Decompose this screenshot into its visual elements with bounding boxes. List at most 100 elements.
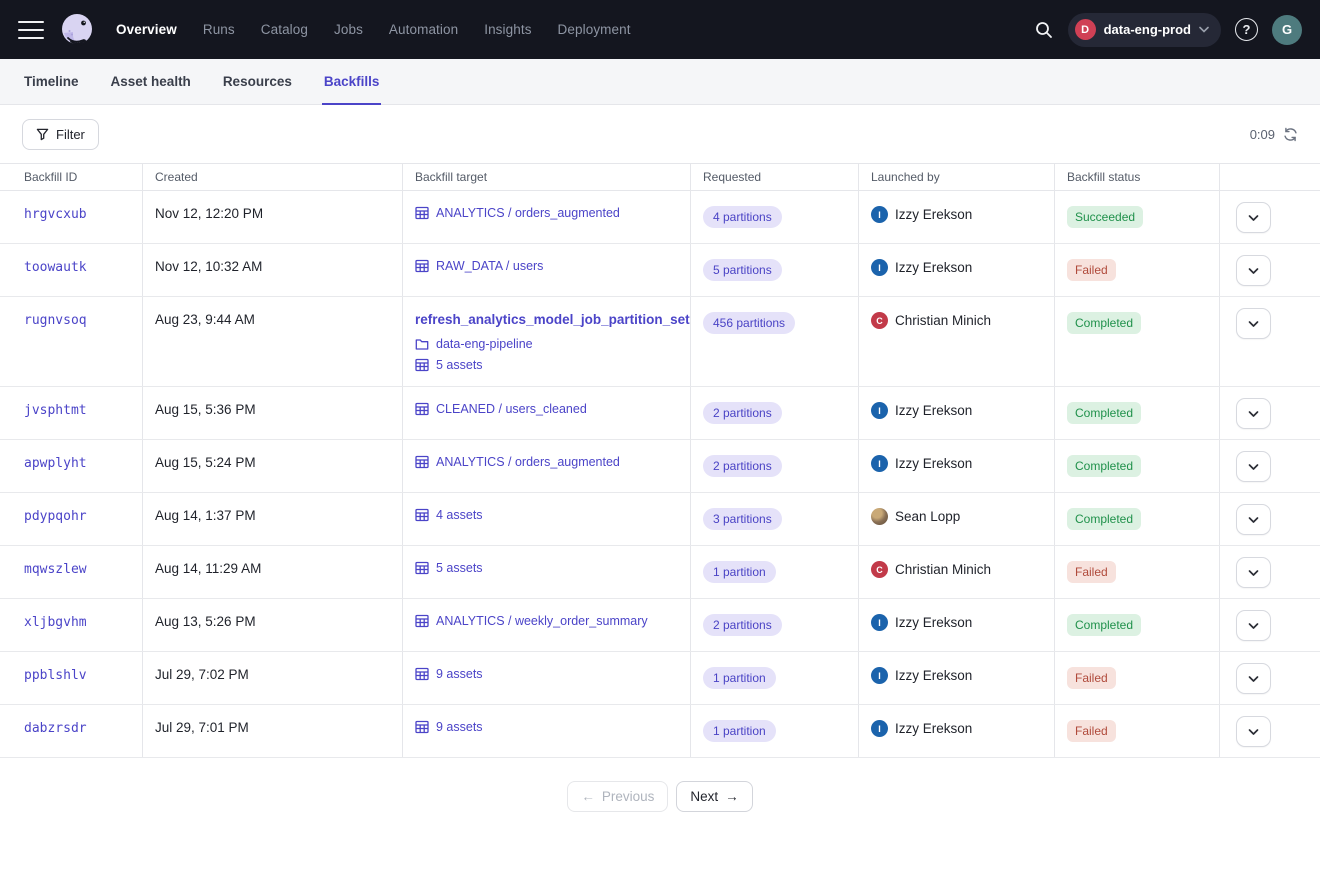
search-icon[interactable] bbox=[1034, 20, 1054, 40]
workspace-switcher[interactable]: D data-eng-prod bbox=[1068, 13, 1221, 47]
backfill-id-link[interactable]: hrgvcxub bbox=[24, 207, 87, 222]
tab-timeline[interactable]: Timeline bbox=[22, 59, 81, 104]
target-line: 5 assets bbox=[415, 561, 678, 575]
nav-item-insights[interactable]: Insights bbox=[484, 22, 531, 37]
workspace-name: data-eng-prod bbox=[1104, 22, 1191, 37]
refresh-icon[interactable] bbox=[1283, 127, 1298, 142]
backfill-id-link[interactable]: xljbgvhm bbox=[24, 615, 87, 630]
asset-link[interactable]: ANALYTICS / weekly_order_summary bbox=[436, 614, 648, 628]
row-menu-button[interactable] bbox=[1236, 504, 1271, 535]
backfill-id-link[interactable]: rugnvsoq bbox=[24, 313, 87, 328]
asset-link[interactable]: RAW_DATA / users bbox=[436, 259, 543, 273]
asset-link[interactable]: ANALYTICS / orders_augmented bbox=[436, 206, 620, 220]
created-cell: Nov 12, 12:20 PM bbox=[143, 191, 403, 243]
requested-cell: 1 partition bbox=[691, 705, 859, 757]
dagster-logo-icon[interactable] bbox=[58, 11, 96, 49]
nav-item-jobs[interactable]: Jobs bbox=[334, 22, 363, 37]
row-actions-cell bbox=[1220, 599, 1320, 651]
launched-by-cell: IIzzy Erekson bbox=[859, 599, 1055, 651]
filter-button[interactable]: Filter bbox=[22, 119, 99, 150]
row-menu-button[interactable] bbox=[1236, 255, 1271, 286]
backfill-id-cell: apwplyht bbox=[0, 440, 143, 492]
backfill-id-link[interactable]: dabzrsdr bbox=[24, 721, 87, 736]
asset-link[interactable]: CLEANED / users_cleaned bbox=[436, 402, 587, 416]
nav-item-deployment[interactable]: Deployment bbox=[558, 22, 631, 37]
launcher-name: Izzy Erekson bbox=[895, 668, 972, 683]
asset-link[interactable]: 9 assets bbox=[436, 667, 483, 681]
row-actions-cell bbox=[1220, 493, 1320, 545]
row-menu-button[interactable] bbox=[1236, 398, 1271, 429]
partitions-badge: 1 partition bbox=[703, 561, 776, 583]
backfill-id-link[interactable]: ppblshlv bbox=[24, 668, 87, 683]
launcher-name: Izzy Erekson bbox=[895, 721, 972, 736]
row-menu-button[interactable] bbox=[1236, 716, 1271, 747]
backfill-id-cell: pdypqohr bbox=[0, 493, 143, 545]
created-cell: Aug 14, 11:29 AM bbox=[143, 546, 403, 598]
requested-cell: 2 partitions bbox=[691, 387, 859, 439]
column-header: Launched by bbox=[859, 164, 1055, 190]
asset-link[interactable]: ANALYTICS / orders_augmented bbox=[436, 455, 620, 469]
row-menu-button[interactable] bbox=[1236, 202, 1271, 233]
grid-icon bbox=[415, 561, 429, 575]
backfill-id-link[interactable]: toowautk bbox=[24, 260, 87, 275]
asset-link[interactable]: 4 assets bbox=[436, 508, 483, 522]
launcher-avatar: C bbox=[871, 561, 888, 578]
asset-link[interactable]: 5 assets bbox=[436, 561, 483, 575]
nav-item-automation[interactable]: Automation bbox=[389, 22, 458, 37]
status-badge: Completed bbox=[1067, 312, 1141, 334]
row-menu-button[interactable] bbox=[1236, 308, 1271, 339]
launcher-avatar: I bbox=[871, 259, 888, 276]
menu-icon[interactable] bbox=[18, 21, 44, 39]
chevron-down-icon bbox=[1248, 622, 1259, 630]
backfill-id-link[interactable]: mqwszlew bbox=[24, 562, 87, 577]
requested-cell: 2 partitions bbox=[691, 599, 859, 651]
launched-by-cell: CChristian Minich bbox=[859, 546, 1055, 598]
target-line: data-eng-pipeline bbox=[415, 337, 678, 351]
asset-link[interactable]: 5 assets bbox=[436, 358, 483, 372]
requested-cell: 5 partitions bbox=[691, 244, 859, 296]
backfill-id-cell: hrgvcxub bbox=[0, 191, 143, 243]
launcher-name: Christian Minich bbox=[895, 313, 991, 328]
table-row: jvsphtmtAug 15, 5:36 PMCLEANED / users_c… bbox=[0, 387, 1320, 440]
backfill-id-cell: xljbgvhm bbox=[0, 599, 143, 651]
user-avatar[interactable]: G bbox=[1272, 15, 1302, 45]
tab-backfills[interactable]: Backfills bbox=[322, 59, 382, 104]
help-icon[interactable]: ? bbox=[1235, 18, 1258, 41]
launcher-avatar: C bbox=[871, 312, 888, 329]
launcher-avatar: I bbox=[871, 720, 888, 737]
pipeline-link[interactable]: data-eng-pipeline bbox=[436, 337, 533, 351]
previous-label: Previous bbox=[602, 789, 655, 804]
table-row: mqwszlew Aug 14, 11:29 AM 5 assets 1 partit… bbox=[0, 546, 1320, 599]
row-menu-button[interactable] bbox=[1236, 451, 1271, 482]
row-menu-button[interactable] bbox=[1236, 663, 1271, 694]
nav-item-overview[interactable]: Overview bbox=[116, 22, 177, 37]
row-actions-cell bbox=[1220, 440, 1320, 492]
backfill-id-cell: jvsphtmt bbox=[0, 387, 143, 439]
column-header: Backfill status bbox=[1055, 164, 1220, 190]
tab-resources[interactable]: Resources bbox=[221, 59, 294, 104]
backfill-status-cell: Completed bbox=[1055, 440, 1220, 492]
nav-item-catalog[interactable]: Catalog bbox=[261, 22, 308, 37]
row-menu-button[interactable] bbox=[1236, 610, 1271, 641]
launcher-name: Izzy Erekson bbox=[895, 456, 972, 471]
backfill-id-link[interactable]: jvsphtmt bbox=[24, 403, 87, 418]
requested-cell: 1 partition bbox=[691, 652, 859, 704]
backfill-id-link[interactable]: apwplyht bbox=[24, 456, 87, 471]
partitions-badge: 1 partition bbox=[703, 720, 776, 742]
partitions-badge: 1 partition bbox=[703, 667, 776, 689]
job-title-link[interactable]: refresh_analytics_model_job_partition_se… bbox=[415, 312, 678, 327]
tab-asset-health[interactable]: Asset health bbox=[109, 59, 193, 104]
backfill-target-cell: ANALYTICS / weekly_order_summary bbox=[403, 599, 691, 651]
previous-page-button[interactable]: ← Previous bbox=[567, 781, 668, 812]
status-badge: Completed bbox=[1067, 455, 1141, 477]
grid-icon bbox=[415, 614, 429, 628]
next-page-button[interactable]: Next → bbox=[676, 781, 752, 812]
launcher-name: Izzy Erekson bbox=[895, 260, 972, 275]
backfill-id-link[interactable]: pdypqohr bbox=[24, 509, 87, 524]
column-header: Backfill target bbox=[403, 164, 691, 190]
nav-item-runs[interactable]: Runs bbox=[203, 22, 235, 37]
backfills-table: Backfill IDCreatedBackfill targetRequest… bbox=[0, 163, 1320, 758]
asset-link[interactable]: 9 assets bbox=[436, 720, 483, 734]
row-actions-cell bbox=[1220, 244, 1320, 296]
row-menu-button[interactable] bbox=[1236, 557, 1271, 588]
